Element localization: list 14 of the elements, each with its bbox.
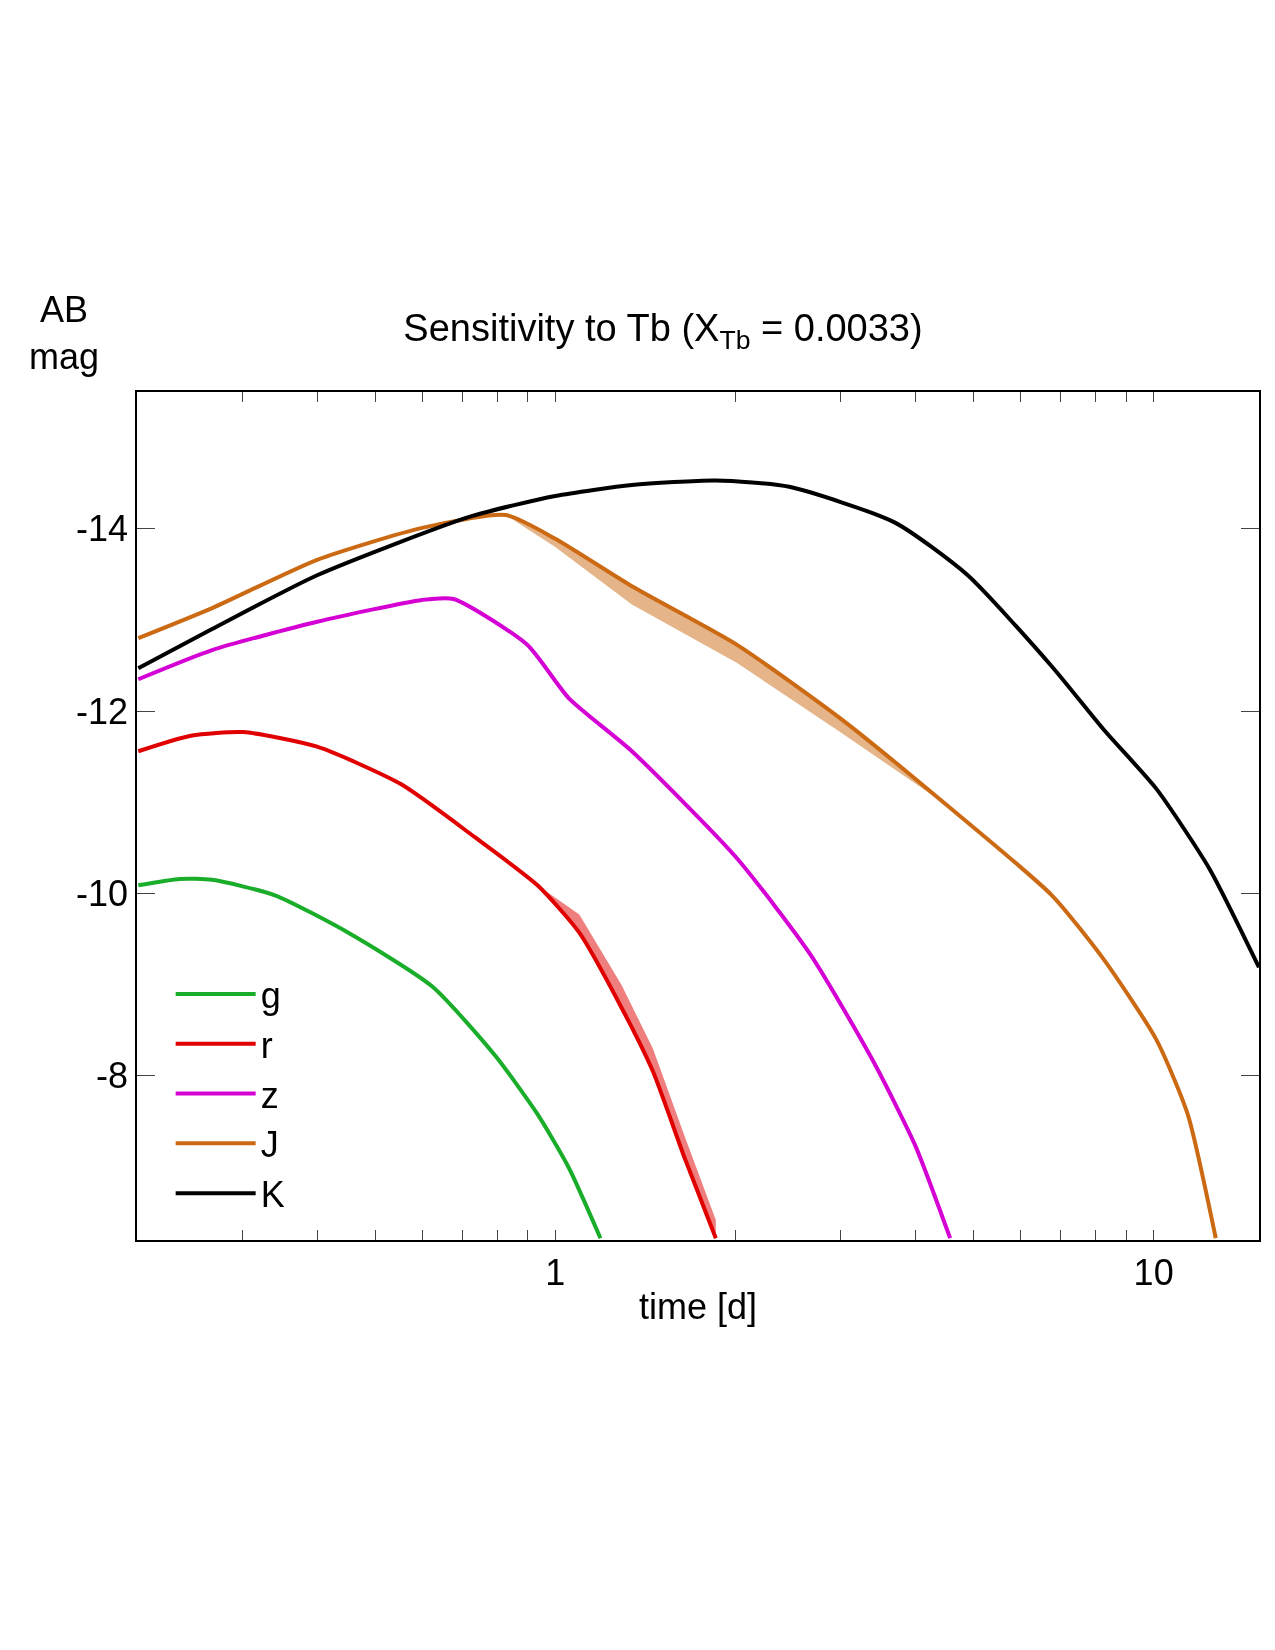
- x-tick-label: 10: [1133, 1251, 1174, 1293]
- legend-label: g: [260, 974, 281, 1016]
- y-axis-title: AB mag: [29, 289, 100, 377]
- y-tick-label: -12: [76, 690, 129, 732]
- x-tick-label: 1: [545, 1251, 566, 1293]
- y-tick-label: -14: [76, 508, 129, 550]
- legend-label: J: [260, 1124, 279, 1166]
- x-axis-title: time [d]: [638, 1286, 758, 1328]
- legend-label: r: [260, 1024, 273, 1066]
- y-tick-label: -10: [76, 873, 129, 915]
- legend-label: K: [260, 1174, 285, 1216]
- chart-title: Sensitivity to Tb (X$_{Tb}$ = 0.0033): [403, 307, 923, 356]
- y-tick-label: -8: [96, 1055, 129, 1097]
- legend-label: z: [260, 1074, 279, 1116]
